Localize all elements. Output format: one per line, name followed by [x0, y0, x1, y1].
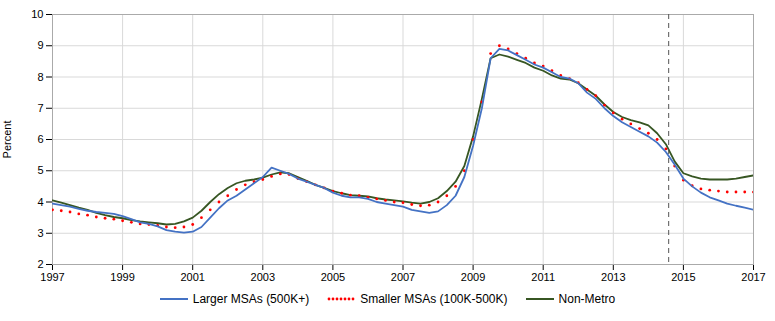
- html-text:Larger MSAs (500K+): Larger MSAs (500K+): [192, 292, 310, 306]
- svg-text:Percent: Percent: [1, 121, 13, 159]
- svg-text:8: 8: [37, 71, 43, 83]
- svg-text:3: 3: [37, 227, 43, 239]
- svg-text:1999: 1999: [110, 271, 134, 283]
- svg-text:7: 7: [37, 102, 43, 114]
- svg-text:2: 2: [37, 258, 43, 270]
- svg-text:1997: 1997: [40, 271, 64, 283]
- svg-text:2003: 2003: [251, 271, 275, 283]
- svg-text:2005: 2005: [321, 271, 345, 283]
- svg-text:2011: 2011: [531, 271, 555, 283]
- svg-text:4: 4: [37, 196, 43, 208]
- html-text:Smaller MSAs (100K-500K): Smaller MSAs (100K-500K): [360, 292, 508, 306]
- svg-text:6: 6: [37, 133, 43, 145]
- svg-text:2007: 2007: [391, 271, 415, 283]
- svg-text:2001: 2001: [180, 271, 204, 283]
- svg-text:9: 9: [37, 39, 43, 51]
- svg-text:5: 5: [37, 164, 43, 176]
- svg-text:2017: 2017: [741, 271, 765, 283]
- svg-text:2015: 2015: [671, 271, 695, 283]
- html-text:Non-Metro: Non-Metro: [558, 292, 616, 306]
- svg-text:10: 10: [31, 8, 43, 20]
- svg-text:2009: 2009: [461, 271, 485, 283]
- svg-text:2013: 2013: [601, 271, 625, 283]
